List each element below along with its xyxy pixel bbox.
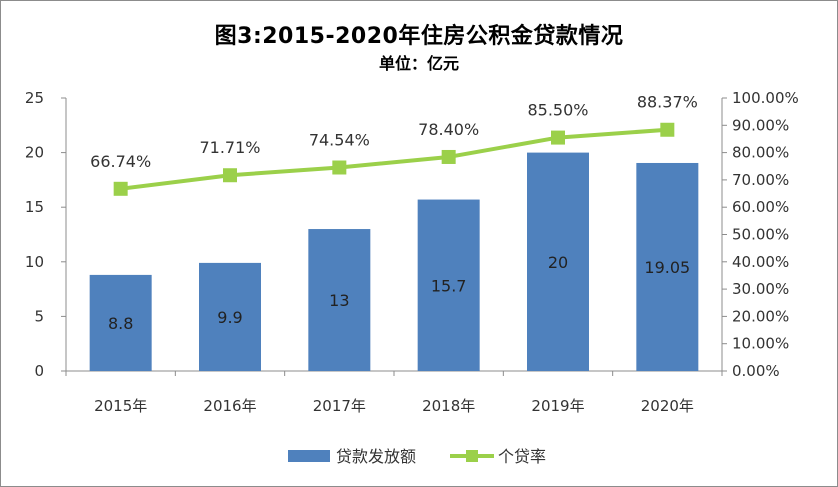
bar-data-label: 20 (548, 253, 568, 272)
legend-label-line: 个贷率 (498, 447, 546, 466)
x-tick-label: 2019年 (531, 397, 584, 415)
x-tick-label: 2018年 (422, 397, 475, 415)
y-right-tick-label: 40.00% (732, 253, 789, 271)
bar-data-label: 15.7 (431, 276, 467, 295)
y-right-tick-label: 0.00% (732, 362, 780, 380)
bar-data-label: 8.8 (108, 314, 133, 333)
y-left-tick-label: 0 (34, 362, 44, 380)
y-right-tick-label: 90.00% (732, 116, 789, 134)
bar (199, 262, 261, 371)
line-data-label: 74.54% (309, 131, 370, 150)
line-marker (113, 181, 128, 196)
line-marker (441, 149, 456, 164)
line-marker (332, 160, 347, 175)
y-right-tick-label: 20.00% (732, 307, 789, 325)
line-marker (551, 130, 565, 145)
chart-title: 图3:2015-2020年住房公积金贷款情况 (214, 24, 624, 49)
y-right-tick-label: 80.00% (732, 144, 789, 162)
y-left-tick-label: 15 (25, 198, 44, 216)
bar (308, 229, 371, 371)
y-left-tick-label: 10 (25, 253, 44, 271)
y-right-tick-label: 100.00% (732, 89, 799, 107)
line-data-label: 78.40% (418, 120, 479, 139)
x-tick-label: 2015年 (94, 397, 147, 415)
line-data-label: 71.71% (199, 138, 260, 157)
y-left-tick-label: 5 (34, 307, 44, 325)
line-marker (660, 122, 675, 137)
legend-marker-line (466, 450, 478, 462)
y-left-tick-label: 25 (25, 89, 44, 107)
bar (636, 162, 699, 371)
bar (89, 274, 152, 371)
line-path (120, 127, 668, 191)
bar-data-label: 13 (329, 291, 349, 310)
line-series: 66.74% 71.71% 74.54% 78.40% 85.50% 88.37% (90, 93, 698, 196)
line-marker (223, 168, 237, 183)
line-data-label: 66.74% (90, 152, 151, 171)
bar-data-label: 9.9 (217, 308, 242, 327)
bar-data-label: 19.05 (644, 258, 690, 277)
line-data-label: 88.37% (637, 93, 698, 112)
x-tick-label: 2020年 (641, 397, 694, 415)
legend-swatch-bar (288, 450, 330, 462)
legend-label-bar: 贷款发放额 (336, 447, 416, 466)
chart-subtitle: 单位：亿元 (378, 54, 459, 73)
y-right-tick-label: 30.00% (732, 280, 789, 298)
y-right-tick-label: 10.00% (732, 335, 789, 353)
y-right-tick-label: 50.00% (732, 226, 789, 244)
line-data-label: 85.50% (527, 101, 588, 120)
bar-series: 8.8 9.9 13 15.7 20 19.05 (89, 152, 699, 371)
y-left-tick-label: 20 (25, 144, 44, 162)
x-tick-label: 2017年 (313, 397, 366, 415)
x-tick-label: 2016年 (203, 397, 256, 415)
y-right-tick-label: 60.00% (732, 198, 789, 216)
legend: 贷款发放额 个贷率 (288, 447, 546, 466)
axes: 0 5 10 15 20 25 0.00% 10.00% 20.00% 30.00% 40.00% 5… (25, 89, 799, 415)
bar (417, 199, 480, 371)
bar (527, 152, 589, 371)
y-right-tick-label: 70.00% (732, 171, 789, 189)
